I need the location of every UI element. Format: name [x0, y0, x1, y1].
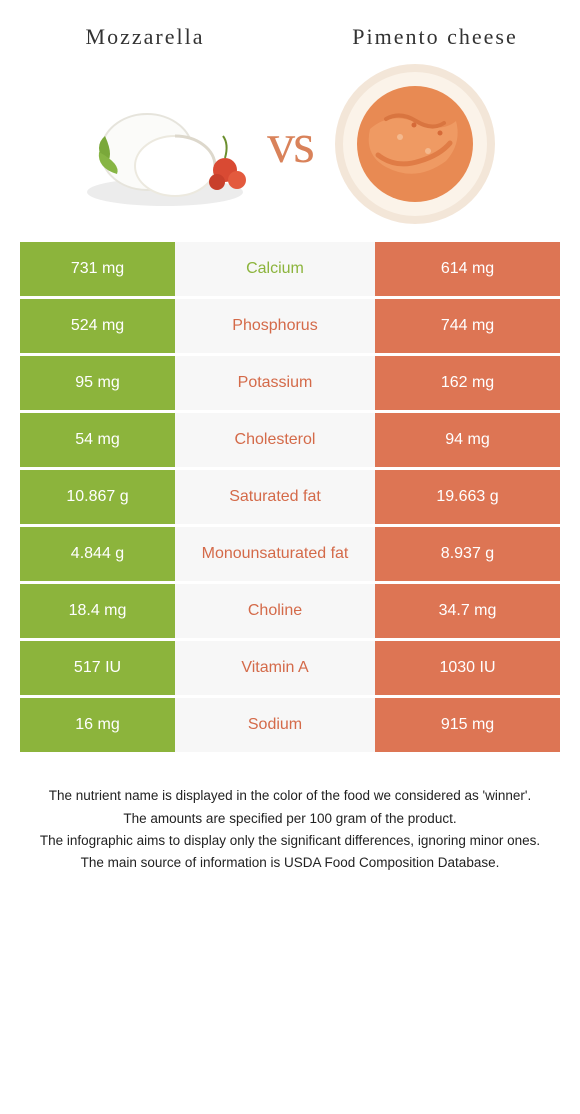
table-row: 731 mgCalcium614 mg	[20, 242, 560, 296]
table-row: 95 mgPotassium162 mg	[20, 356, 560, 410]
pimento-bowl-icon	[330, 59, 500, 229]
right-value-cell: 614 mg	[375, 242, 560, 296]
right-value-cell: 915 mg	[375, 698, 560, 752]
footer-notes: The nutrient name is displayed in the co…	[20, 786, 560, 873]
right-value-cell: 1030 IU	[375, 641, 560, 695]
right-food-image	[325, 74, 505, 214]
left-food-image	[75, 74, 255, 214]
nutrient-label-cell: Vitamin A	[175, 641, 375, 695]
table-row: 517 IUVitamin A1030 IU	[20, 641, 560, 695]
nutrient-label-cell: Choline	[175, 584, 375, 638]
right-food-title: Pimento cheese	[290, 24, 580, 50]
left-value-cell: 16 mg	[20, 698, 175, 752]
right-value-cell: 34.7 mg	[375, 584, 560, 638]
footer-line: The infographic aims to display only the…	[20, 831, 560, 851]
nutrient-label-cell: Sodium	[175, 698, 375, 752]
left-value-cell: 54 mg	[20, 413, 175, 467]
vs-label: vs	[263, 112, 317, 176]
left-value-cell: 731 mg	[20, 242, 175, 296]
images-row: vs	[0, 58, 580, 242]
footer-line: The amounts are specified per 100 gram o…	[20, 809, 560, 829]
footer-line: The main source of information is USDA F…	[20, 853, 560, 873]
nutrient-label-cell: Phosphorus	[175, 299, 375, 353]
nutrient-label-cell: Monounsaturated fat	[175, 527, 375, 581]
left-value-cell: 95 mg	[20, 356, 175, 410]
right-value-cell: 162 mg	[375, 356, 560, 410]
left-value-cell: 517 IU	[20, 641, 175, 695]
table-row: 4.844 gMonounsaturated fat8.937 g	[20, 527, 560, 581]
nutrient-label-cell: Calcium	[175, 242, 375, 296]
left-value-cell: 524 mg	[20, 299, 175, 353]
left-value-cell: 10.867 g	[20, 470, 175, 524]
right-value-cell: 19.663 g	[375, 470, 560, 524]
left-food-title: Mozzarella	[0, 24, 290, 50]
table-row: 54 mgCholesterol94 mg	[20, 413, 560, 467]
footer-line: The nutrient name is displayed in the co…	[20, 786, 560, 806]
nutrient-label-cell: Saturated fat	[175, 470, 375, 524]
right-value-cell: 744 mg	[375, 299, 560, 353]
nutrient-label-cell: Potassium	[175, 356, 375, 410]
header-row: Mozzarella Pimento cheese	[0, 0, 580, 58]
left-value-cell: 4.844 g	[20, 527, 175, 581]
left-value-cell: 18.4 mg	[20, 584, 175, 638]
table-row: 10.867 gSaturated fat19.663 g	[20, 470, 560, 524]
nutrient-label-cell: Cholesterol	[175, 413, 375, 467]
comparison-table: 731 mgCalcium614 mg524 mgPhosphorus744 m…	[20, 242, 560, 752]
table-row: 16 mgSodium915 mg	[20, 698, 560, 752]
mozzarella-icon	[75, 74, 255, 214]
right-value-cell: 94 mg	[375, 413, 560, 467]
table-row: 524 mgPhosphorus744 mg	[20, 299, 560, 353]
right-value-cell: 8.937 g	[375, 527, 560, 581]
table-row: 18.4 mgCholine34.7 mg	[20, 584, 560, 638]
